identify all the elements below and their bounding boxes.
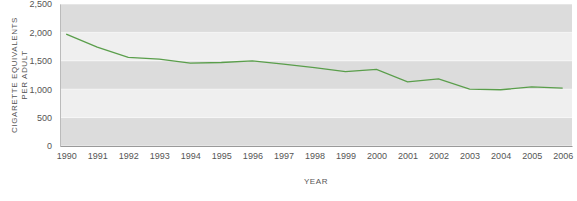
grid-band	[60, 4, 572, 32]
x-tick-label: 2006	[553, 151, 573, 161]
y-tick-label: 0	[47, 141, 52, 151]
x-axis-line	[61, 146, 573, 147]
y-tick: 500	[37, 113, 60, 123]
x-tick: 1998	[305, 146, 325, 161]
x-tick-label: 1993	[150, 151, 170, 161]
y-tick-label: 1,000	[29, 85, 52, 95]
y-tick-label: 500	[37, 113, 52, 123]
y-axis: 0 500 1,000 1,500 2,000 2,500	[29, 0, 60, 151]
grid-band	[60, 118, 572, 146]
y-axis-title-line: CIGARETTE EQUIVALENTS	[10, 17, 19, 133]
grid-line	[60, 60, 572, 61]
y-axis-title-line: PER ADULT	[20, 50, 29, 99]
x-tick: 1997	[274, 146, 294, 161]
grid-line	[60, 117, 572, 118]
x-tick: 2000	[367, 146, 387, 161]
x-tick: 2001	[398, 146, 418, 161]
grid-band	[60, 89, 572, 117]
grid-band	[60, 32, 572, 60]
x-tick-label: 2004	[491, 151, 511, 161]
y-tick: 2,000	[29, 28, 60, 38]
x-tick: 2006	[553, 146, 573, 161]
x-axis-title: YEAR	[304, 177, 328, 186]
chart: 0 500 1,000 1,500 2,000 2,500 1990 1991 1992 1993…	[0, 0, 577, 201]
x-axis: 1990 1991 1992 1993 1994 1995 1996 1997 1998 1999…	[57, 146, 574, 161]
grid-line	[60, 146, 572, 147]
x-tick: 1995	[212, 146, 232, 161]
x-tick-label: 1990	[57, 151, 77, 161]
x-tick-label: 1992	[119, 151, 139, 161]
grid-line	[60, 32, 572, 33]
y-axis-line	[60, 5, 61, 147]
y-tick: 2,500	[29, 0, 60, 9]
x-tick: 1996	[243, 146, 263, 161]
x-tick: 1991	[88, 146, 108, 161]
grid-band	[60, 61, 572, 89]
x-tick-label: 2001	[398, 151, 418, 161]
y-tick-label: 2,500	[29, 0, 52, 9]
x-tick-label: 1999	[336, 151, 356, 161]
y-tick-label: 2,000	[29, 28, 52, 38]
x-tick-label: 2003	[460, 151, 480, 161]
y-tick: 0	[47, 141, 60, 151]
x-tick-label: 1998	[305, 151, 325, 161]
x-tick: 1993	[150, 146, 170, 161]
x-tick: 2003	[460, 146, 480, 161]
x-tick: 1992	[119, 146, 139, 161]
y-tick: 1,500	[29, 56, 60, 66]
x-tick: 2004	[491, 146, 511, 161]
data-line	[66, 34, 562, 90]
x-tick-label: 1997	[274, 151, 294, 161]
x-tick-label: 1991	[88, 151, 108, 161]
marks	[66, 34, 562, 90]
x-tick: 2002	[429, 146, 449, 161]
x-tick-label: 2002	[429, 151, 449, 161]
plot-background	[60, 4, 572, 146]
y-axis-title: CIGARETTE EQUIVALENTSPER ADULT	[10, 17, 29, 133]
x-tick: 1999	[336, 146, 356, 161]
grid	[60, 4, 572, 146]
grid-line	[60, 4, 572, 5]
x-tick: 1994	[181, 146, 201, 161]
x-tick-label: 1994	[181, 151, 201, 161]
x-tick-label: 2005	[522, 151, 542, 161]
x-tick-label: 1995	[212, 151, 232, 161]
y-tick-label: 1,500	[29, 56, 52, 66]
y-tick: 1,000	[29, 85, 60, 95]
x-tick: 2005	[522, 146, 542, 161]
x-tick-label: 1996	[243, 151, 263, 161]
x-tick: 1990	[57, 146, 77, 161]
x-tick-label: 2000	[367, 151, 387, 161]
